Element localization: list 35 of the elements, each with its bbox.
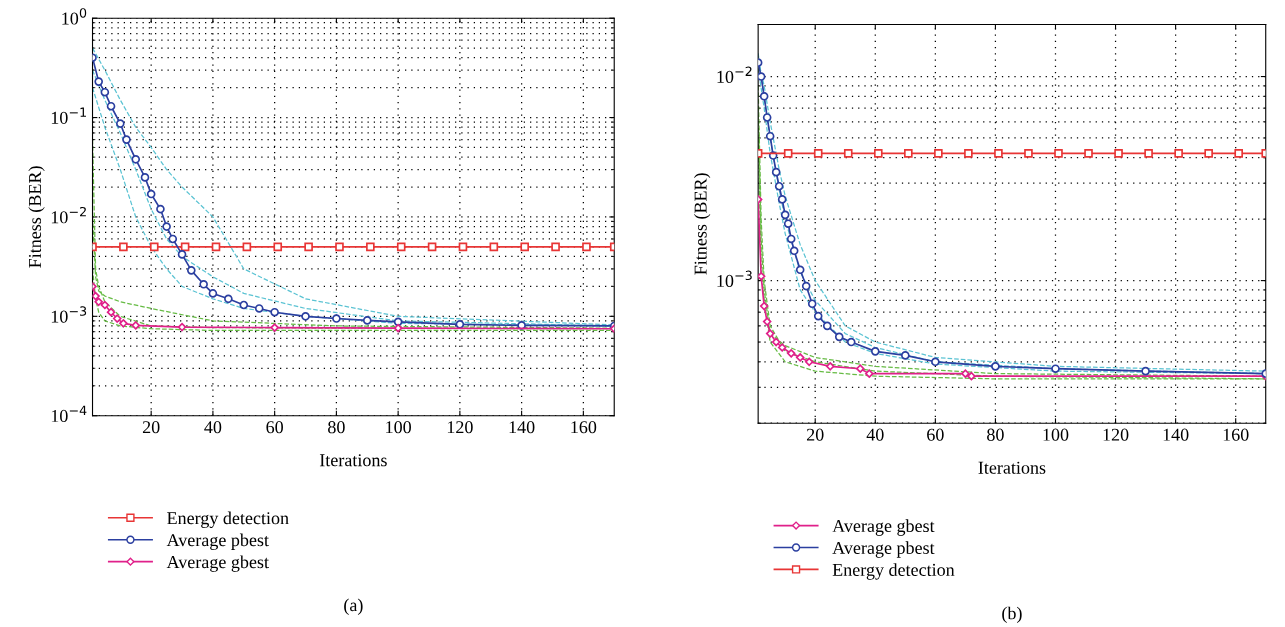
y-axis-title: Fitness (BER)	[28, 166, 45, 268]
y-tick-label: 10$^{−2}$	[717, 66, 752, 83]
x-tick-label: 60	[927, 428, 944, 441]
x-tick-label: 80	[328, 421, 345, 434]
legend-label: Energy detection	[167, 511, 289, 528]
x-tick-label: 100	[386, 421, 411, 434]
x-tick-label: 60	[266, 421, 283, 434]
x-tick-label: 20	[142, 421, 160, 434]
y-tick-label: 10$^{−1}$	[51, 107, 86, 124]
y-axis-title: Fitness (BER)	[693, 173, 711, 275]
x-tick-label: 20	[806, 428, 824, 441]
y-tick-label: 10$^{−2}$	[51, 206, 86, 224]
x-tick-label: 80	[987, 428, 1004, 441]
x-tick-label: 140	[1163, 428, 1189, 441]
x-tick-label: 40	[204, 421, 222, 434]
y-tick-label: 10$^{0}$	[62, 8, 87, 25]
legend-label: Average gbest	[166, 555, 269, 572]
x-tick-label: 120	[1103, 428, 1129, 441]
x-tick-label: 160	[1223, 428, 1249, 441]
x-tick-label: 40	[866, 428, 884, 441]
text: (a)	[344, 598, 363, 615]
y-tick-label: 10$^{−3}$	[51, 306, 87, 323]
legend-label: Energy detection	[832, 563, 955, 580]
x-axis-title: Iterations	[319, 454, 387, 467]
x-tick-label: 100	[1043, 428, 1069, 441]
legend-label: Average pbest	[166, 533, 269, 550]
legend-label: Average gbest	[832, 519, 935, 536]
y-tick-label: 10$^{−4}$	[51, 405, 87, 423]
x-tick-label: 120	[447, 421, 473, 434]
legend-label: Average pbest	[832, 541, 935, 558]
x-axis-title: Iterations	[978, 461, 1046, 474]
text: (b)	[1002, 606, 1022, 624]
x-tick-label: 160	[571, 421, 597, 434]
y-tick-label: 10$^{−3}$	[717, 270, 752, 288]
x-tick-label: 140	[509, 421, 535, 434]
